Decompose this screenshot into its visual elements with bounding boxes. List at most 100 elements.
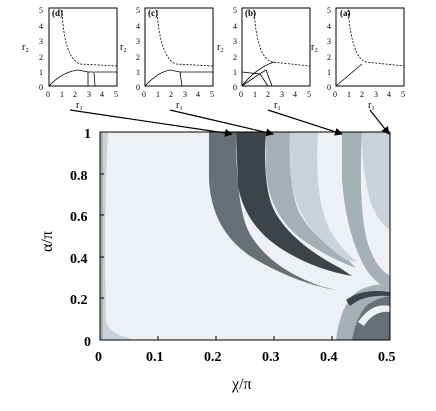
inset-b-panel-label: (b) [245,8,256,18]
inset-c: (c) r₂ 5 4 3 2 1 0 0 1 2 3 4 5 r₁ [120,6,214,111]
main-x-axis-label: χ/π [231,376,252,393]
inset-b-solid-curve-1 [241,61,275,87]
main-xtick-5: 0.5 [378,350,396,365]
main-y-ticks [100,131,104,341]
inset-a-ytick-0: 0 [327,83,331,92]
inset-d-x-axis-label: r₁ [76,100,83,111]
inset-c-ytick-0: 0 [136,83,140,92]
inset-c-ytick-5: 5 [136,6,140,15]
inset-d-solid-curve-1 [48,69,89,87]
main-ytick-4: 0.8 [70,169,88,184]
arrow-c [169,109,274,137]
inset-d-xtick-4: 4 [100,90,104,99]
inset-d-y-axis-label: r₂ [22,42,29,53]
inset-b-xtick-1: 1 [253,90,257,99]
main-xtick-0: 0 [95,350,102,365]
inset-d-solid-curve-2 [87,71,96,87]
inset-b-xtick-3: 3 [280,90,284,99]
inset-c-panel-label: (c) [148,8,158,18]
main-ytick-0: 0 [84,335,91,350]
main-plot-frame [99,131,391,341]
inset-b: (b) r₂ 5 4 3 2 1 0 0 1 2 3 4 5 r₁ [217,6,311,111]
inset-d-xtick-0: 0 [46,90,50,99]
inset-b-ytick-4: 4 [233,22,237,31]
inset-b-ytick-5: 5 [233,6,237,15]
inset-b-xtick-5: 5 [307,90,311,99]
inset-b-ytick-1: 1 [233,68,237,77]
inset-d-ytick-4: 4 [39,22,43,31]
main-ytick-5: 1 [84,127,91,142]
inset-c-ytick-4: 4 [136,22,140,31]
main-xtick-4: 0.4 [320,350,338,365]
inset-a-dashed-curve [347,9,405,67]
inset-d-xtick-1: 1 [60,90,64,99]
inset-b-xtick-4: 4 [293,90,297,99]
main-ytick-3: 0.6 [70,210,88,225]
inset-a-xtick-4: 4 [387,90,391,99]
inset-a-ytick-3: 3 [327,37,331,46]
region-band-2 [236,132,352,276]
inset-a: (a) r₂ 5 4 3 2 1 0 0 1 2 3 4 5 r₁ [311,6,405,111]
inset-b-y-axis-label: r₂ [217,42,224,53]
inset-d-xtick-3: 3 [87,90,91,99]
inset-d-ytick-2: 2 [39,53,43,62]
inset-b-solid-curve-2 [241,69,273,87]
inset-c-xtick-1: 1 [156,90,160,99]
inset-c-xtick-5: 5 [210,90,214,99]
inset-a-ytick-5: 5 [327,6,331,15]
region-band-5 [342,132,390,290]
arrow-b [267,109,343,136]
inset-b-xtick-0: 0 [239,90,243,99]
inset-a-xtick-2: 2 [360,90,364,99]
inset-c-xtick-2: 2 [169,90,173,99]
main-x-ticks [99,336,391,340]
main-xtick-3: 0.3 [262,350,280,365]
inset-d-panel-label: (d) [52,8,63,18]
inset-a-y-axis-label: r₂ [311,42,318,53]
inset-b-xtick-2: 2 [266,90,270,99]
inset-d-ytick-3: 3 [39,37,43,46]
inset-b-ytick-0: 0 [233,83,237,92]
inset-a-xtick-1: 1 [347,90,351,99]
inset-a-xtick-0: 0 [333,90,337,99]
inset-a-ytick-2: 2 [327,53,331,62]
main-y-axis-label: α/π [39,231,56,252]
region-band-3 [266,132,356,268]
inset-b-solid-curve-3 [241,71,269,87]
inset-d-xtick-5: 5 [114,90,118,99]
main-xtick-2: 0.2 [204,350,222,365]
inset-b-dashed-curve [253,9,311,67]
main-plot: 0 0.2 0.4 0.6 0.8 1 0 0.1 0.2 0.3 0.4 0.… [39,127,396,393]
inset-c-xtick-3: 3 [183,90,187,99]
inset-b-ytick-3: 3 [233,37,237,46]
inset-a-solid-curve [335,63,363,87]
inset-c-ytick-3: 3 [136,37,140,46]
inset-c-ytick-1: 1 [136,68,140,77]
region-lower-right-swirl-2 [346,291,390,306]
inset-d-xtick-2: 2 [73,90,77,99]
inset-a-ytick-1: 1 [327,68,331,77]
main-ytick-1: 0.2 [70,293,88,308]
region-band-6 [362,132,390,230]
inset-a-xtick-3: 3 [374,90,378,99]
region-left-edge-inner [100,132,103,340]
connector-arrows [69,109,390,137]
inset-d-ytick-1: 1 [39,68,43,77]
inset-a-panel-label: (a) [340,8,351,18]
arrow-a [369,109,390,135]
region-lower-right-swirl [358,305,390,326]
inset-a-x-axis-label: r₁ [368,100,375,111]
inset-c-xtick-0: 0 [142,90,146,99]
inset-a-xtick-5: 5 [401,90,405,99]
region-band-1 [209,132,336,290]
inset-b-ytick-2: 2 [233,53,237,62]
inset-d-ytick-5: 5 [39,6,43,15]
inset-c-y-axis-label: r₂ [120,42,127,53]
arrow-d [69,109,233,137]
inset-d-ytick-0: 0 [39,83,43,92]
inset-c-ytick-2: 2 [136,53,140,62]
inset-c-x-axis-label: r₁ [176,100,183,111]
inset-c-xtick-4: 4 [196,90,200,99]
region-band-4 [290,132,358,262]
inset-c-solid-curve-2 [179,71,183,87]
